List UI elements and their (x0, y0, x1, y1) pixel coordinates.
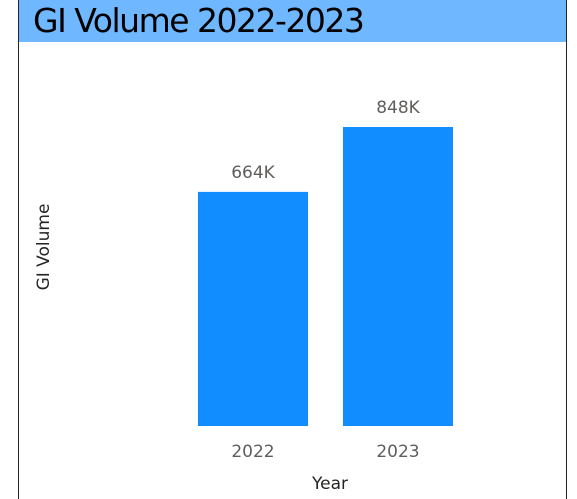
x-tick-2022: 2022 (231, 442, 274, 462)
x-axis-ticks: 2022 2023 (231, 442, 419, 462)
x-tick-2023: 2023 (376, 442, 419, 462)
data-label-2022: 664K (231, 163, 275, 183)
x-axis-title: Year (311, 474, 348, 494)
chart-title: GI Volume 2022-2023 (33, 1, 365, 40)
y-axis-title: GI Volume (34, 204, 54, 291)
title-bar: GI Volume 2022-2023 (19, 0, 566, 42)
data-labels-group: 664K 848K (231, 98, 420, 183)
bar-chart: 664K 848K 2022 2023 Year GI Volume (34, 98, 453, 494)
chart-visual: GI Volume 2022-2023 664K 848K 2022 2023 Ye… (18, 0, 567, 499)
bar-2023[interactable] (343, 127, 453, 426)
bar-2022[interactable] (198, 191, 308, 426)
data-label-2023: 848K (376, 98, 420, 118)
bars-group (198, 127, 453, 426)
